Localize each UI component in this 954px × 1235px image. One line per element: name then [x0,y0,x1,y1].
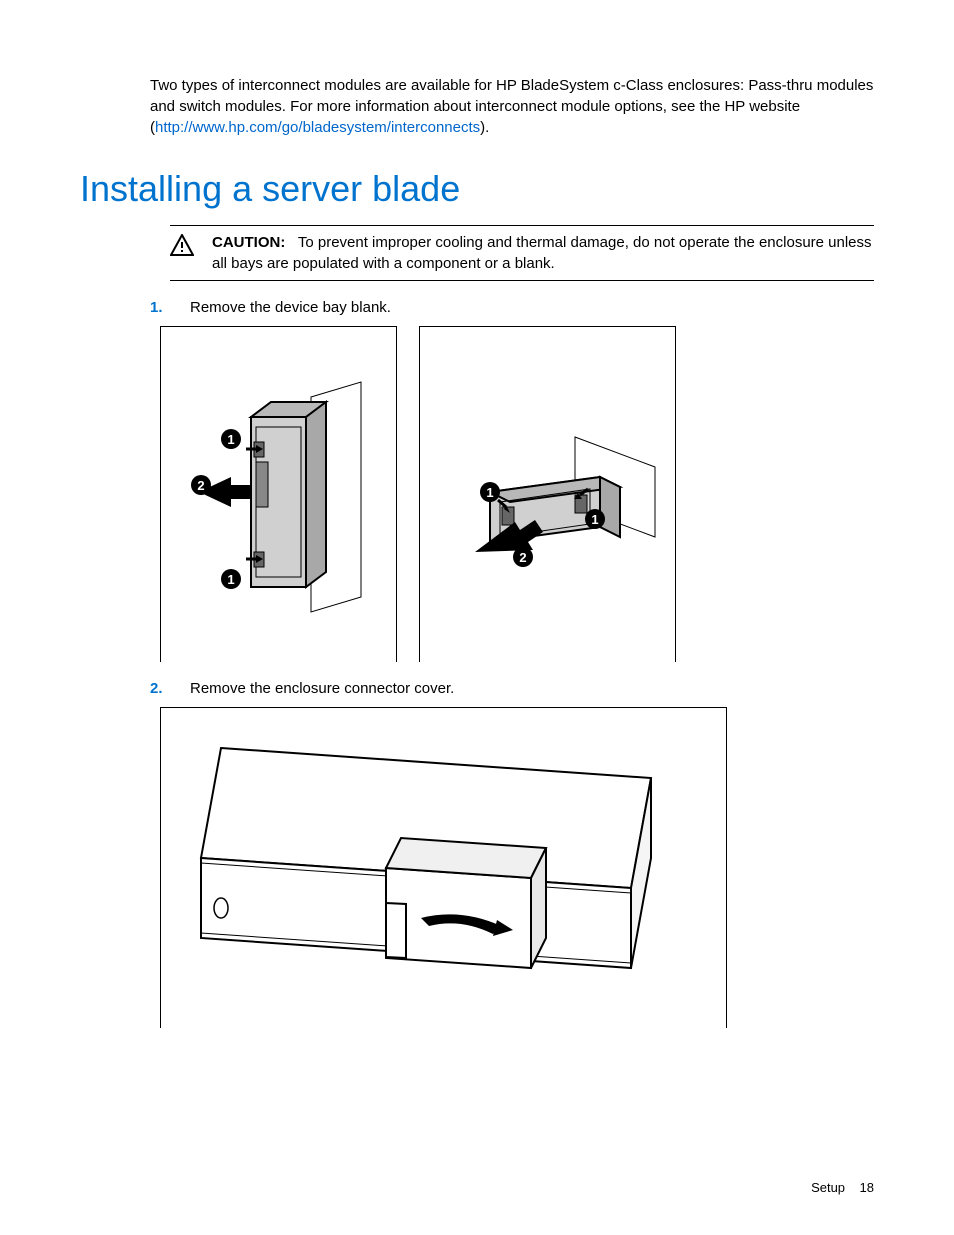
footer-page-number: 18 [860,1180,874,1195]
callout-1b-1: 1 [486,485,493,500]
step-2-number: 2. [150,680,190,697]
footer-section: Setup [811,1180,845,1195]
step-2: 2. Remove the enclosure connector cover. [150,680,874,697]
caution-body: To prevent improper cooling and thermal … [212,234,872,272]
caution-block: CAUTION: To prevent improper cooling and… [170,225,874,281]
callout-1a-2: 2 [197,478,204,493]
step-1: 1. Remove the device bay blank. [150,299,874,316]
callout-1b-3: 2 [519,550,526,565]
callout-1a-1: 1 [227,432,234,447]
step-1-number: 1. [150,299,190,316]
callout-1a-3: 1 [227,572,234,587]
figure-2 [160,707,727,1028]
intro-paragraph: Two types of interconnect modules are av… [150,75,874,138]
intro-link[interactable]: http://www.hp.com/go/bladesystem/interco… [155,119,480,136]
caution-label: CAUTION: [212,234,285,251]
section-heading: Installing a server blade [80,168,874,210]
caution-text: CAUTION: To prevent improper cooling and… [212,232,874,274]
page: Two types of interconnect modules are av… [0,0,954,1235]
step-1-text: Remove the device bay blank. [190,299,391,316]
figure-1b: 1 1 2 [419,326,676,662]
caution-icon [170,234,194,261]
figure-1a: 1 2 1 [160,326,397,662]
page-footer: Setup 18 [811,1180,874,1195]
step-2-text: Remove the enclosure connector cover. [190,680,454,697]
callout-1b-2: 1 [591,512,598,527]
intro-text-after: ). [480,119,489,136]
figure-row-1: 1 2 1 [160,326,874,662]
